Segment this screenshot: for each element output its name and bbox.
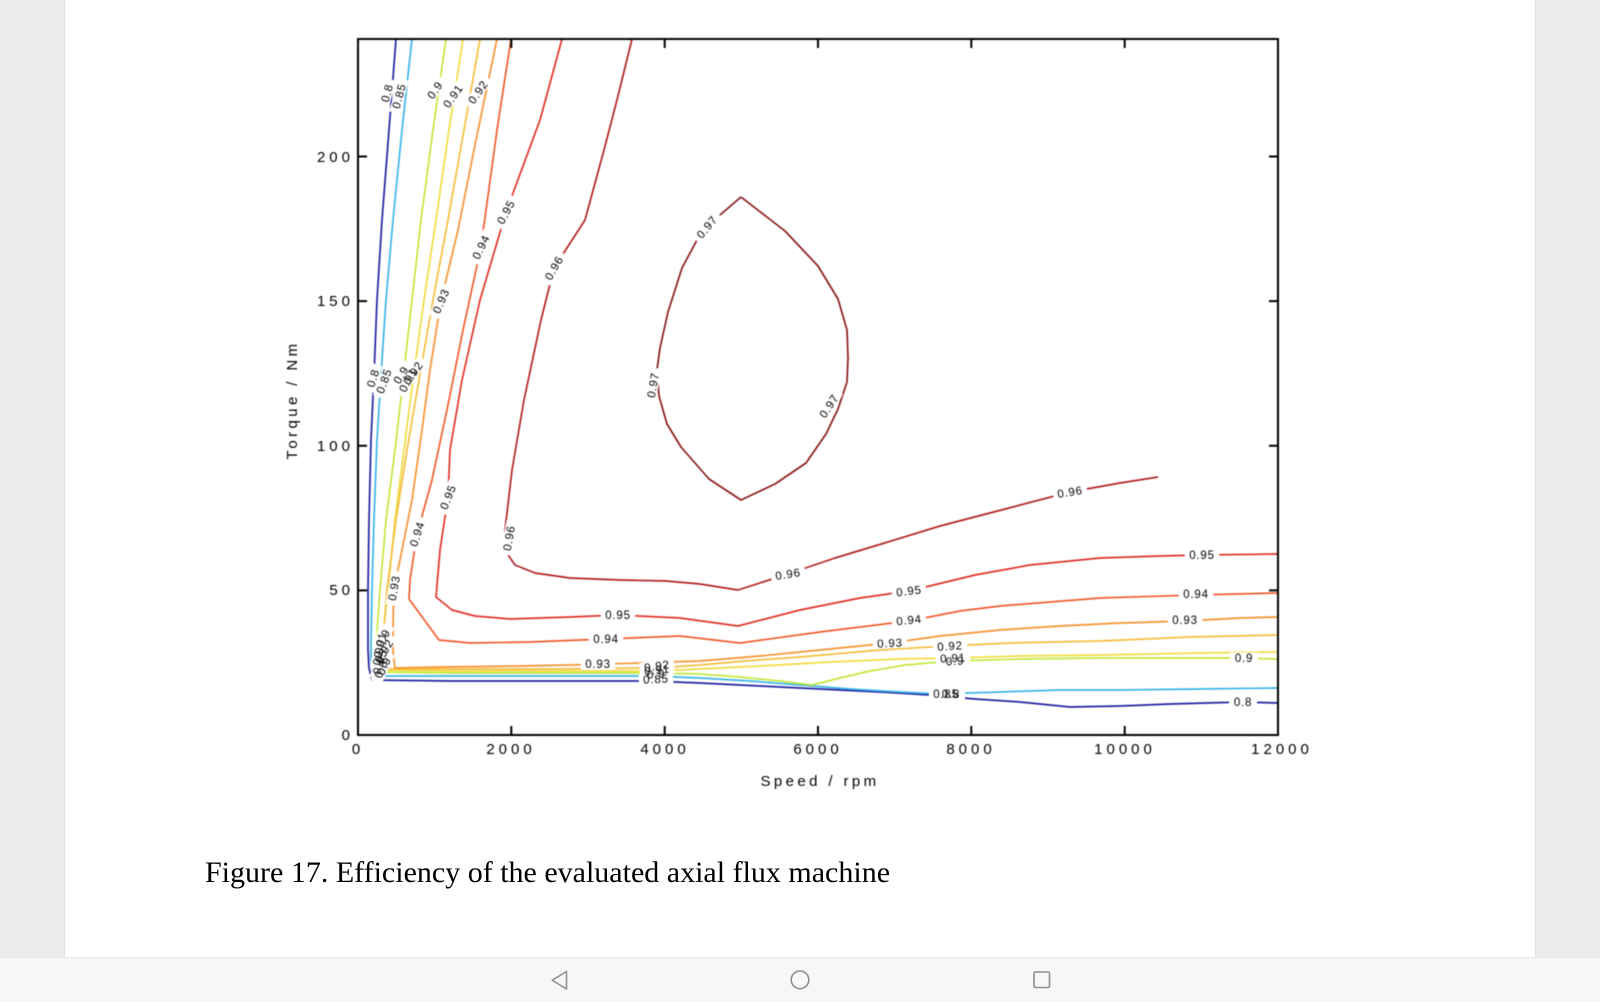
svg-text:0.94: 0.94 xyxy=(896,614,923,629)
svg-text:0.95: 0.95 xyxy=(896,584,923,599)
svg-text:0.96: 0.96 xyxy=(543,254,566,282)
svg-text:0.95: 0.95 xyxy=(439,483,460,511)
svg-text:0.95: 0.95 xyxy=(1189,550,1215,562)
svg-text:0.8: 0.8 xyxy=(380,83,396,104)
svg-text:0.85: 0.85 xyxy=(933,689,959,701)
svg-text:6000: 6000 xyxy=(793,741,842,758)
svg-text:0.95: 0.95 xyxy=(496,198,519,226)
svg-text:2000: 2000 xyxy=(486,741,535,758)
svg-text:0.91: 0.91 xyxy=(372,631,389,659)
svg-text:0.92: 0.92 xyxy=(644,659,671,674)
svg-text:0.92: 0.92 xyxy=(937,640,963,654)
svg-text:0.91: 0.91 xyxy=(940,652,966,665)
svg-text:8000: 8000 xyxy=(946,741,995,758)
svg-text:50: 50 xyxy=(329,582,354,599)
svg-text:0.96: 0.96 xyxy=(1057,485,1084,501)
svg-text:200: 200 xyxy=(317,149,354,166)
svg-text:0.97: 0.97 xyxy=(646,372,662,399)
svg-text:0.94: 0.94 xyxy=(593,634,619,646)
svg-text:12000: 12000 xyxy=(1251,741,1313,758)
svg-text:0.93: 0.93 xyxy=(1172,615,1198,627)
svg-text:0.93: 0.93 xyxy=(585,659,611,671)
svg-text:0.95: 0.95 xyxy=(605,610,631,622)
svg-text:0.94: 0.94 xyxy=(471,233,493,261)
svg-text:150: 150 xyxy=(317,293,354,310)
svg-text:0.96: 0.96 xyxy=(502,525,518,552)
svg-text:0.96: 0.96 xyxy=(775,567,802,583)
svg-text:Torque / Nm: Torque / Nm xyxy=(284,340,301,459)
svg-text:0.93: 0.93 xyxy=(877,637,903,650)
svg-text:0.93: 0.93 xyxy=(387,575,403,602)
svg-text:Speed / rpm: Speed / rpm xyxy=(760,773,879,790)
svg-text:0.9: 0.9 xyxy=(646,668,665,682)
svg-text:0.9: 0.9 xyxy=(946,656,965,669)
svg-text:0.91: 0.91 xyxy=(644,664,671,679)
svg-text:0.9: 0.9 xyxy=(371,646,386,666)
svg-text:0.94: 0.94 xyxy=(408,520,427,548)
svg-text:10000: 10000 xyxy=(1094,741,1156,758)
svg-text:4000: 4000 xyxy=(640,741,689,758)
svg-text:0.94: 0.94 xyxy=(1183,589,1209,601)
svg-text:0: 0 xyxy=(342,727,354,744)
svg-text:100: 100 xyxy=(317,438,354,455)
svg-text:0.8: 0.8 xyxy=(942,689,960,701)
svg-text:0.8: 0.8 xyxy=(1234,697,1252,709)
svg-text:0.9: 0.9 xyxy=(1235,653,1253,665)
svg-text:0: 0 xyxy=(352,741,364,758)
svg-text:0.85: 0.85 xyxy=(643,673,669,686)
svg-text:0.8: 0.8 xyxy=(365,368,382,389)
